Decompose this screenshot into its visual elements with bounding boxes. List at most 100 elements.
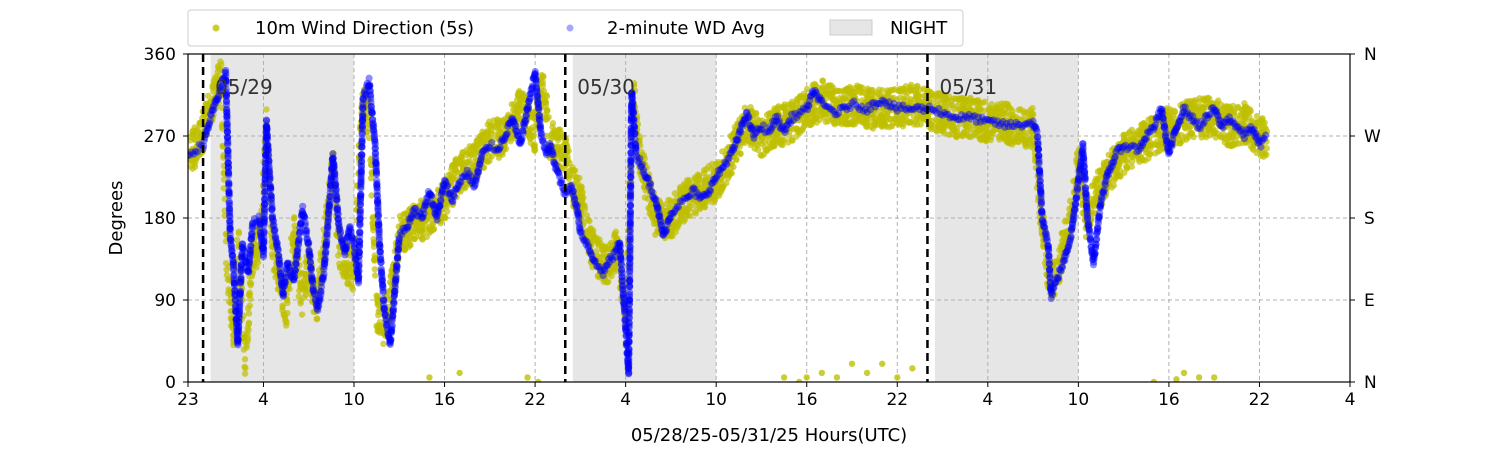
avg-point — [280, 290, 288, 298]
wind-direction-point — [301, 294, 308, 301]
wind-direction-point — [293, 264, 301, 271]
wind-direction-point — [1176, 140, 1184, 147]
wind-direction-point — [426, 374, 433, 381]
wind-direction-point — [267, 191, 274, 199]
wind-direction-point — [823, 85, 830, 93]
wind-direction-point — [848, 360, 856, 367]
wind-direction-point — [318, 267, 326, 275]
wind-direction-point — [258, 216, 265, 224]
wind-direction-point — [442, 201, 449, 208]
wind-direction-point — [332, 202, 340, 209]
wind-direction-point — [218, 61, 225, 68]
avg-point — [320, 270, 328, 278]
wind-direction-point — [345, 245, 352, 252]
wind-direction-point — [488, 153, 496, 160]
wind-direction-point — [394, 251, 401, 259]
wind-direction-point — [896, 120, 904, 127]
wind-direction-point — [404, 216, 412, 223]
wind-direction-point — [949, 126, 956, 133]
wind-direction-point — [337, 248, 344, 256]
wind-direction-point — [1180, 369, 1188, 377]
wind-direction-point — [385, 312, 392, 319]
wind-direction-point — [240, 312, 247, 319]
wind-direction-point — [286, 276, 293, 283]
wind-direction-point — [441, 214, 448, 221]
wind-direction-point — [207, 107, 215, 115]
wind-direction-point — [449, 200, 457, 208]
wind-direction-point — [909, 365, 916, 372]
wind-direction-point — [969, 98, 977, 106]
wind-direction-point — [886, 123, 893, 131]
wind-direction-point — [761, 139, 768, 146]
wind-direction-point — [307, 260, 315, 268]
wind-direction-point — [796, 129, 804, 136]
wind-direction-point — [869, 125, 877, 132]
wind-direction-point — [573, 177, 580, 184]
wind-direction-point — [673, 223, 680, 230]
wind-direction-point — [254, 259, 262, 266]
wind-direction-point — [225, 286, 232, 293]
avg-point — [303, 226, 311, 235]
wind-direction-point — [336, 231, 343, 238]
wind-direction-point — [299, 284, 306, 292]
wind-direction-point — [216, 66, 223, 73]
wind-direction-point — [1138, 127, 1146, 134]
wind-direction-point — [263, 130, 271, 138]
wind-direction-point — [207, 98, 215, 105]
wind-direction-point — [270, 235, 278, 243]
wind-direction-point — [259, 170, 267, 177]
wind-direction-point — [758, 152, 765, 159]
wind-direction-point — [1262, 125, 1269, 132]
wind-direction-point — [849, 121, 857, 128]
wind-direction-point — [780, 374, 788, 381]
wind-direction-point — [325, 214, 332, 221]
wind-direction-point — [235, 266, 243, 274]
wind-direction-point — [368, 192, 375, 199]
wind-direction-point — [231, 306, 238, 314]
wind-direction-point — [1166, 108, 1174, 115]
wind-direction-point — [350, 259, 358, 266]
wind-direction-point — [275, 256, 283, 263]
wind-direction-point — [263, 106, 270, 113]
wind-direction-point — [239, 296, 246, 304]
wind-direction-point — [833, 374, 841, 381]
wind-direction-point — [1124, 165, 1131, 172]
wind-direction-point — [367, 175, 375, 182]
wind-direction-point — [237, 253, 244, 261]
wind-direction-point — [285, 268, 293, 276]
wind-direction-point — [305, 242, 312, 250]
wind-direction-point — [230, 326, 237, 333]
wind-direction-point — [359, 97, 366, 105]
wind-direction-point — [488, 122, 495, 129]
wind-direction-point — [231, 287, 239, 294]
wind-direction-point — [531, 143, 538, 150]
wind-direction-point — [1188, 129, 1195, 137]
wind-direction-point — [1211, 129, 1218, 136]
wind-direction-point — [219, 125, 226, 132]
wind-direction-point — [838, 120, 845, 128]
wind-direction-point — [413, 206, 420, 213]
wind-direction-point — [259, 202, 266, 209]
wind-direction-point — [371, 272, 379, 279]
wind-direction-point — [188, 148, 194, 155]
wind-direction-point — [326, 193, 334, 201]
wind-direction-point — [1105, 151, 1112, 159]
wind-direction-point — [872, 117, 879, 124]
wind-direction-point — [360, 110, 367, 118]
wind-direction-point — [196, 150, 204, 158]
wind-direction-point — [189, 157, 196, 165]
wind-direction-point — [1258, 116, 1266, 123]
wind-direction-point — [401, 210, 409, 217]
wind-direction-point — [1108, 184, 1115, 191]
wind-direction-point — [266, 198, 274, 205]
wind-direction-point — [683, 209, 690, 216]
wind-direction-point — [781, 136, 788, 143]
wind-direction-point — [351, 235, 359, 242]
wind-direction-point — [313, 296, 321, 304]
wind-direction-point — [1000, 110, 1008, 117]
wind-direction-point — [373, 296, 381, 304]
wind-direction-point — [380, 340, 387, 348]
wind-direction-point — [789, 137, 796, 144]
wind-direction-point — [263, 147, 271, 154]
